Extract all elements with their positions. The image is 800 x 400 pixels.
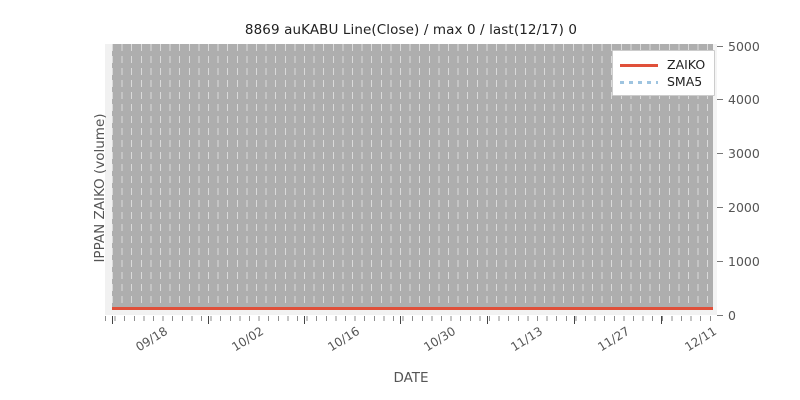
y-tick-3000: 3000: [717, 145, 760, 161]
x-tick-mark-1113: [487, 316, 488, 324]
y-tick-mark-icon: [717, 314, 723, 316]
y-tick-label: 1000: [728, 253, 760, 269]
x-tick-label-1113: 11/13: [508, 324, 546, 355]
y-tick-mark-icon: [717, 98, 723, 100]
y-tick-1000: 1000: [717, 253, 760, 269]
zero-baseline-band: [105, 310, 717, 315]
y-axis-title: IPPAN ZAIKO (volume): [92, 113, 108, 263]
legend-dotted-line-swatch-icon: [620, 77, 658, 87]
y-tick-5000: 5000: [717, 38, 760, 54]
legend-label-zaiko: ZAIKO: [667, 57, 706, 72]
x-tick-label-1127: 11/27: [595, 324, 633, 355]
x-tick-mark-1016: [304, 316, 305, 324]
plot-right-edge: [713, 44, 717, 315]
x-tick-label-1002: 10/02: [229, 324, 267, 355]
y-tick-label: 4000: [728, 91, 760, 107]
y-tick-mark-icon: [717, 206, 723, 208]
y-tick-2000: 2000: [717, 199, 760, 215]
y-tick-label: 5000: [728, 38, 760, 54]
y-tick-4000: 4000: [717, 91, 760, 107]
y-tick-mark-icon: [717, 152, 723, 154]
x-tick-mark-1030: [400, 316, 401, 324]
x-axis-title: DATE: [393, 370, 429, 386]
y-tick-0: 0: [717, 307, 736, 323]
y-tick-label: 2000: [728, 199, 760, 215]
y-tick-mark-icon: [717, 260, 723, 262]
plot-left-edge: [105, 44, 112, 315]
x-tick-mark-1002: [208, 316, 209, 324]
x-tick-mark-1127: [574, 316, 575, 324]
x-tick-label-1211: 12/11: [682, 324, 720, 355]
y-tick-label: 3000: [728, 145, 760, 161]
legend-item-sma5[interactable]: SMA5: [620, 73, 705, 90]
chart-title: 8869 auKABU Line(Close) / max 0 / last(1…: [244, 22, 578, 38]
chart-legend[interactable]: ZAIKO SMA5: [612, 50, 716, 96]
x-tick-label-0918: 09/18: [133, 324, 171, 355]
legend-label-sma5: SMA5: [667, 74, 703, 89]
y-tick-mark-icon: [717, 45, 723, 47]
x-minor-ticks: [105, 316, 717, 321]
x-tick-mark-0918: [112, 316, 113, 324]
x-tick-mark-1211: [661, 316, 662, 324]
x-tick-label-1030: 10/30: [421, 324, 459, 355]
y-tick-label: 0: [728, 307, 736, 323]
legend-item-zaiko[interactable]: ZAIKO: [620, 56, 705, 73]
legend-line-swatch-icon: [620, 60, 658, 70]
series-line-zaiko: [112, 307, 713, 310]
x-tick-label-1016: 10/16: [325, 324, 363, 355]
